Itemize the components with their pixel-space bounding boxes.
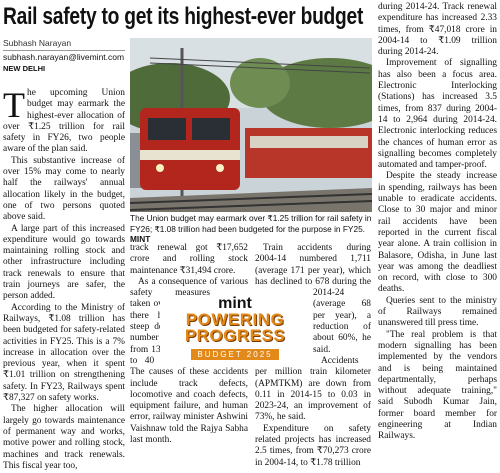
caption-text: The Union budget may earmark over ₹1.25 … bbox=[130, 213, 372, 234]
paragraph: Despite the steady increase in spending,… bbox=[378, 171, 497, 295]
column-3: Train accidents during 2004-14 numbered … bbox=[255, 243, 371, 469]
paragraph: track renewal got ₹17,652 crore and roll… bbox=[130, 243, 248, 276]
paragraph: A large part of this increased expenditu… bbox=[3, 223, 125, 302]
paragraph: Expenditure on safety related projects h… bbox=[255, 423, 371, 468]
logo-line: PROGRESS bbox=[184, 326, 286, 345]
byline: Subhash Narayan subhash.narayan@livemint… bbox=[3, 38, 125, 74]
paragraph: The higher allocation will largely go to… bbox=[3, 404, 125, 471]
logo-edition: BUDGET 2025 bbox=[191, 349, 279, 360]
paragraph: "The real problem is that modern signall… bbox=[378, 329, 497, 442]
logo-brand: mint bbox=[218, 295, 252, 312]
column-1: The upcoming Union budget may earmark th… bbox=[3, 85, 125, 472]
author-email: subhash.narayan@livemint.com bbox=[3, 52, 125, 62]
headline: Rail safety to get its highest-ever budg… bbox=[3, 3, 364, 30]
column-4: during 2014-24. Track renewal expenditur… bbox=[378, 2, 497, 443]
paragraph: during 2014-24. Track renewal expenditur… bbox=[378, 2, 497, 58]
paragraph: According to the Ministry of Railways, ₹… bbox=[3, 302, 125, 404]
logo-line: POWERING bbox=[185, 310, 285, 329]
caption-credit: MINT bbox=[130, 234, 151, 244]
paragraph: Improvement of signalling has also been … bbox=[378, 58, 497, 171]
paragraph: The upcoming Union budget may earmark th… bbox=[3, 85, 125, 155]
photo bbox=[130, 38, 372, 212]
dateline: NEW DELHI bbox=[3, 64, 46, 73]
budget-logo: mint POWERING PROGRESS BUDGET 2025 bbox=[160, 296, 310, 366]
paragraph: Accidents per million train kilometer (A… bbox=[255, 355, 371, 423]
paragraph: Queries sent to the ministry of Railways… bbox=[378, 295, 497, 329]
author-name: Subhash Narayan bbox=[3, 38, 72, 48]
paragraph: Train accidents during 2004-14 numbered … bbox=[255, 243, 371, 355]
photo-caption: The Union budget may earmark over ₹1.25 … bbox=[130, 213, 372, 245]
paragraph: This substantive increase of over 15% ma… bbox=[3, 155, 125, 223]
